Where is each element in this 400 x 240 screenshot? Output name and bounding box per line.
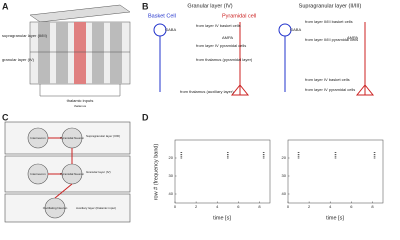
spike xyxy=(334,154,337,155)
x-tick-label: 2 xyxy=(308,204,311,209)
input-label: from layer II/III pyramidal cells xyxy=(305,37,358,42)
input-label: from layer II/III basket cells xyxy=(305,19,353,24)
layer-label: granular layer (IV) xyxy=(2,57,35,62)
cell-diagram xyxy=(153,22,375,96)
plot-frame xyxy=(287,139,384,204)
panel-label: D xyxy=(142,112,149,122)
spike xyxy=(334,152,337,153)
layer-label: supragranular layer (II/III) xyxy=(2,33,48,38)
input-label: from layer IV basket cells xyxy=(305,77,350,82)
x-tick-label: 4 xyxy=(216,204,219,209)
spike xyxy=(262,152,265,153)
input-label: from layer IV basket cells xyxy=(196,23,241,28)
x-tick-label: 2 xyxy=(195,204,198,209)
spike xyxy=(180,157,183,159)
plot-frame xyxy=(174,139,271,204)
y-tick-label: 40 xyxy=(282,191,287,196)
y-tick-label: 40 xyxy=(169,191,174,196)
spike xyxy=(297,155,300,157)
node-label: Pyramidal Neuron xyxy=(60,136,84,140)
panel-label: B xyxy=(142,1,149,11)
raster-plots: 0 2 4 6 8 20 30 40 0 2 4 6 8 20 30 40 xyxy=(169,139,384,209)
subpanel-title: Granular layer (IV) xyxy=(187,3,232,9)
input-label: from thalamus (pyramidal layer) xyxy=(196,57,253,62)
spike xyxy=(262,157,265,159)
spike xyxy=(226,155,229,157)
synapse-label: AMPA xyxy=(222,35,233,40)
synapse-label: GABA xyxy=(290,27,301,32)
spike xyxy=(226,157,229,159)
cell-label: Pyramidal cell xyxy=(222,13,256,19)
spike xyxy=(297,154,300,155)
spike xyxy=(180,154,183,155)
y-tick-label: 20 xyxy=(169,155,174,160)
subpanel-title: Supragranular layer (II/III) xyxy=(299,3,362,9)
spike xyxy=(373,155,376,157)
spike xyxy=(334,155,337,157)
spike xyxy=(373,152,376,153)
panel-label: A xyxy=(2,1,9,11)
y-axis-label: row # (frequency band) xyxy=(153,144,159,201)
spike xyxy=(373,154,376,155)
x-tick-label: 6 xyxy=(350,204,353,209)
circuit xyxy=(4,121,131,223)
input-label: from layer IV pyramidal cells xyxy=(196,43,246,48)
x-axis-label: time [s] xyxy=(213,215,231,221)
x-tick-label: 8 xyxy=(371,204,374,209)
spike xyxy=(297,157,300,159)
layer-label: Granular layer (IV) xyxy=(86,170,111,174)
x-tick-label: 4 xyxy=(329,204,332,209)
spike xyxy=(180,155,183,157)
y-tick-label: 30 xyxy=(169,173,174,178)
spike xyxy=(262,154,265,155)
x-tick-label: 6 xyxy=(237,204,240,209)
input-label: from layer IV pyramidal cells xyxy=(305,87,355,92)
x-tick-label: 8 xyxy=(258,204,261,209)
spike xyxy=(334,157,337,159)
x-tick-label: 0 xyxy=(174,204,177,209)
layer-label: Auxiliary layer (thalamic input) xyxy=(76,206,116,210)
synapse-label: GABA xyxy=(165,27,176,32)
x-tick-label: 0 xyxy=(287,204,290,209)
synapse-label: AMPA xyxy=(347,35,358,40)
spike xyxy=(262,155,265,157)
spike xyxy=(226,152,229,153)
node-label: Interneuron xyxy=(30,172,46,176)
layer-label: Supragranular layer (II/III) xyxy=(86,134,120,138)
y-tick-label: 20 xyxy=(282,155,287,160)
spike xyxy=(180,152,183,153)
node-label: Interneuron xyxy=(30,136,46,140)
node-label: Oscillating Neuron xyxy=(43,206,68,210)
figure: A supragranular layer (II/III) granular … xyxy=(2,1,384,223)
input-label: thalamic inputs xyxy=(67,98,94,103)
spike xyxy=(373,157,376,159)
spike xyxy=(226,154,229,155)
input-label: from thalamus (auxiliary layer) xyxy=(180,89,234,94)
spike xyxy=(297,152,300,153)
page: A supragranular layer (II/III) granular … xyxy=(2,1,384,223)
x-axis-label: time [s] xyxy=(326,215,344,221)
source-label: thalamus xyxy=(74,104,87,108)
cell-label: Basket Cell xyxy=(148,13,176,19)
panel-label: C xyxy=(2,112,9,122)
y-tick-label: 30 xyxy=(282,173,287,178)
cortex-block xyxy=(29,4,131,97)
node-label: Pyramidal Neuron xyxy=(60,172,84,176)
